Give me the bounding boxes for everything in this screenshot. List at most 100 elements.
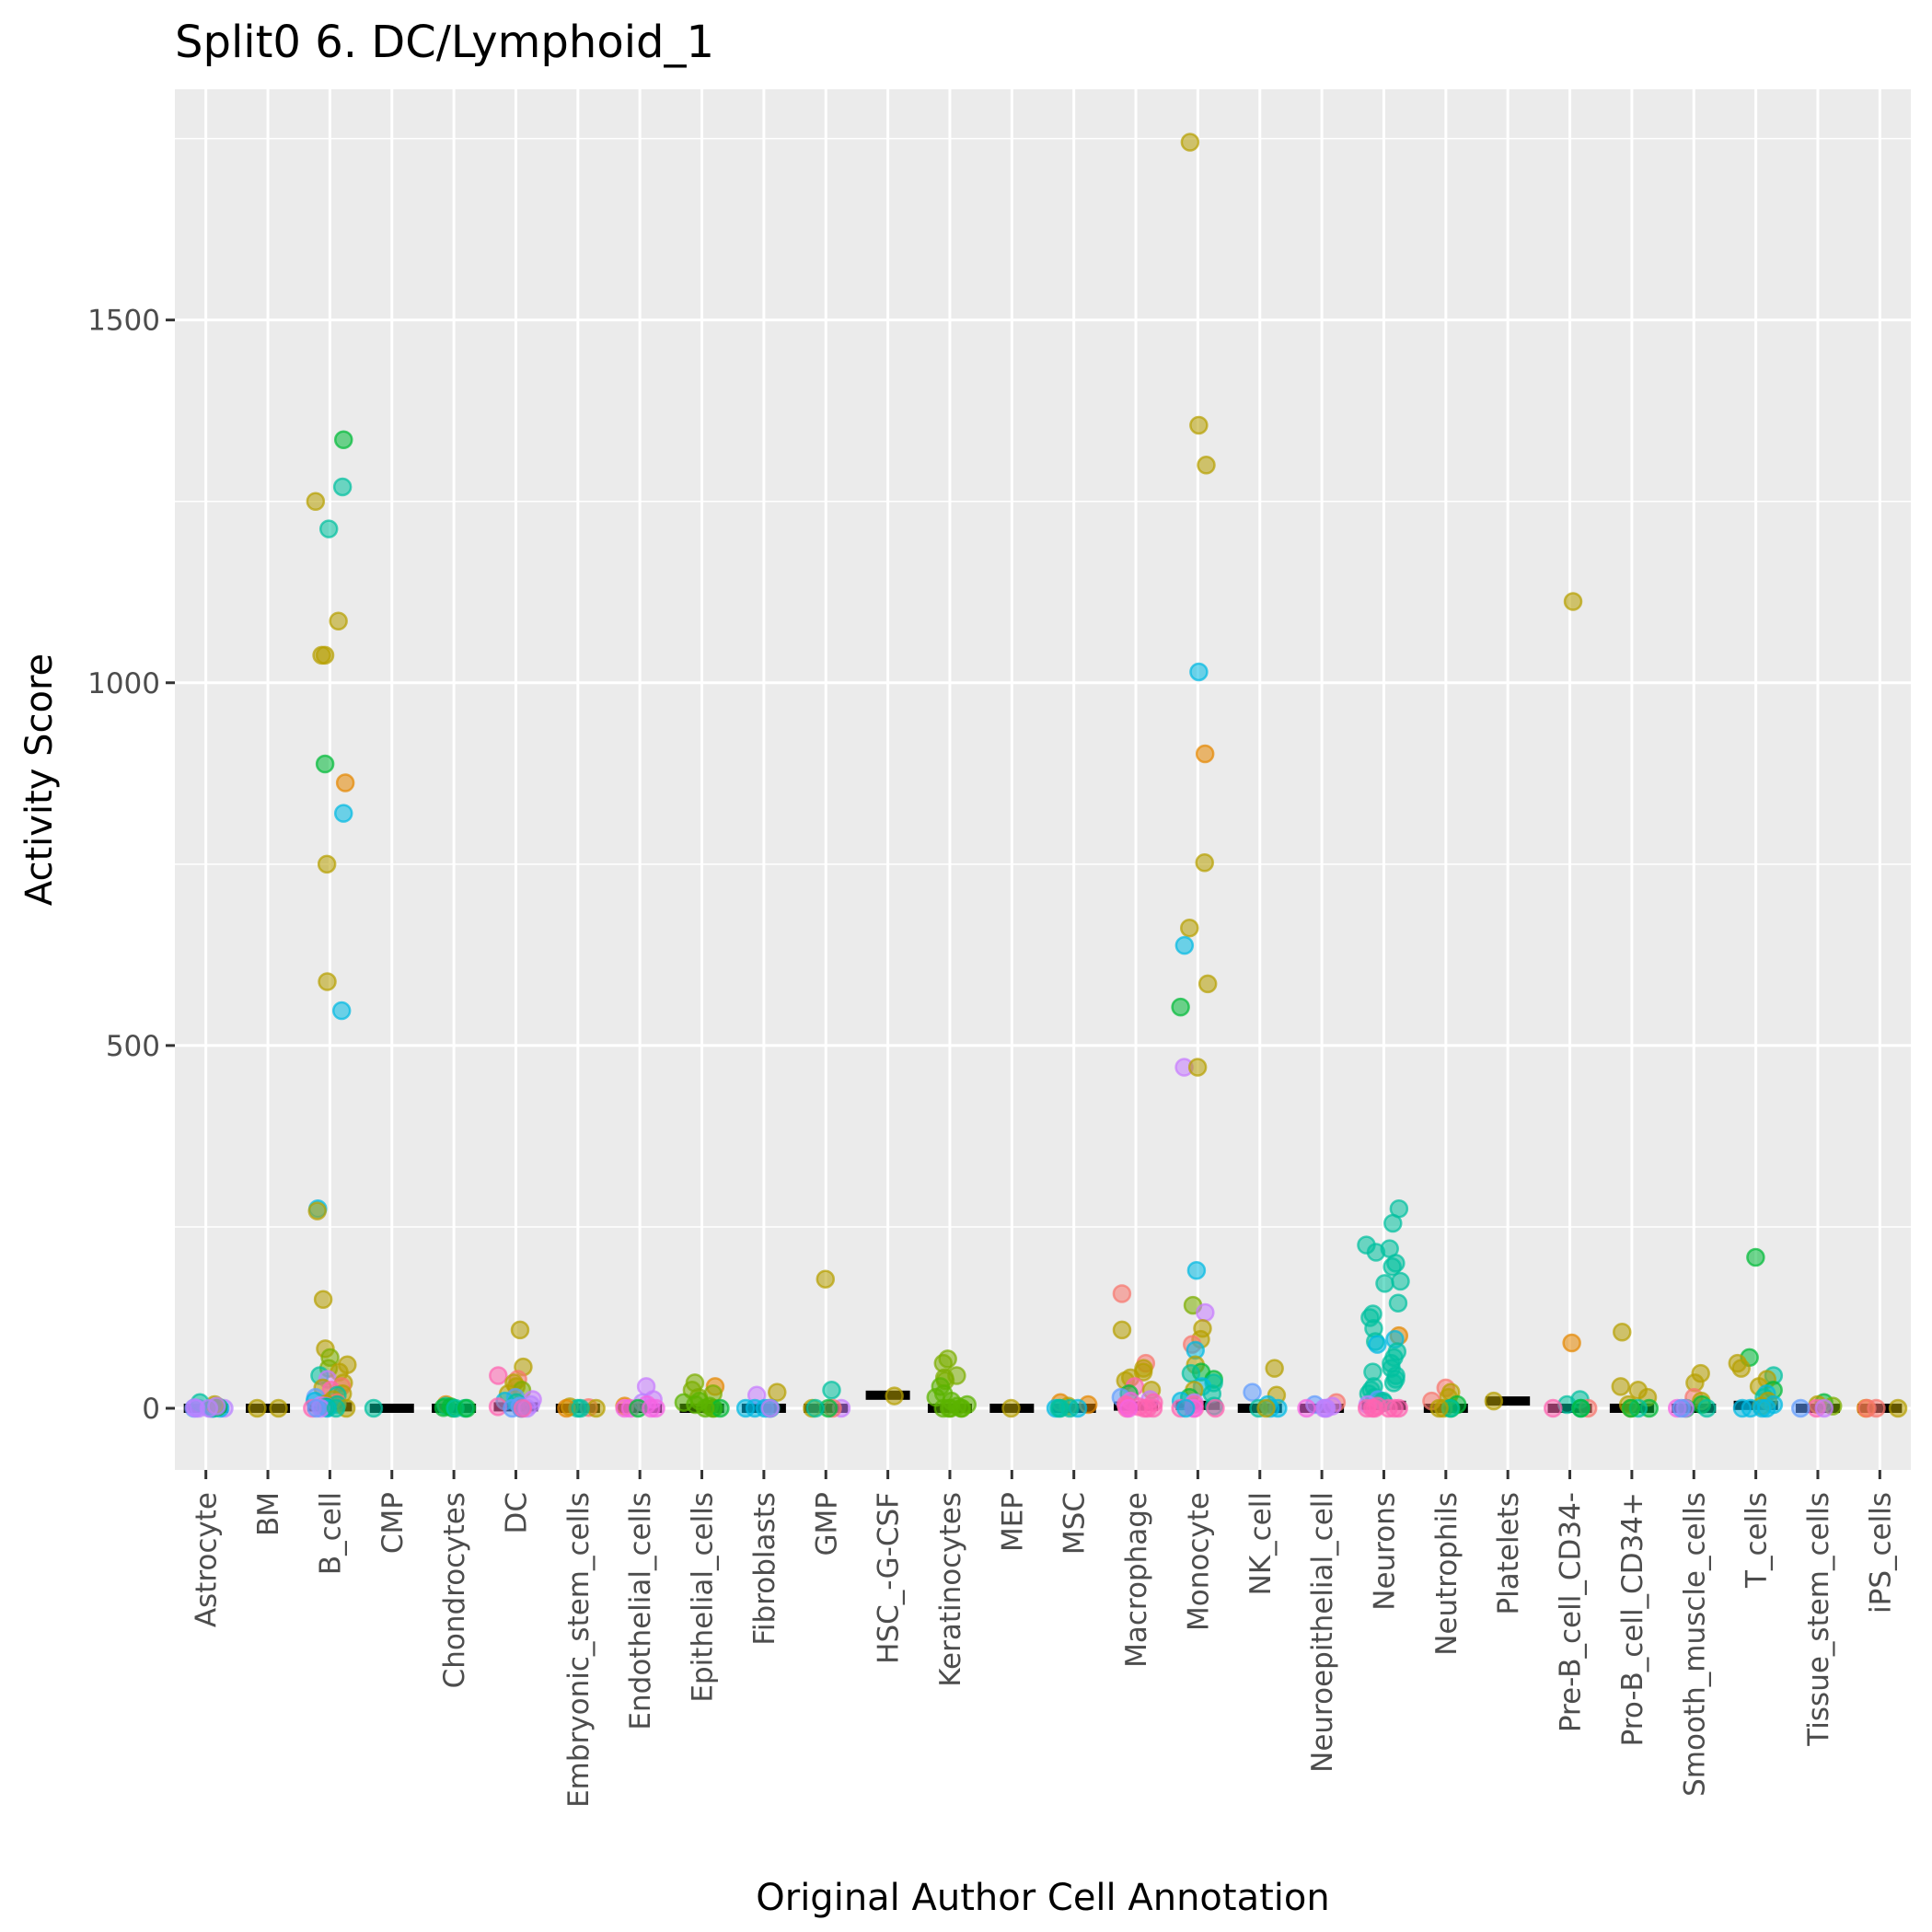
data-point <box>1197 974 1218 994</box>
data-point <box>1187 1058 1208 1077</box>
x-tick-label: B_cell <box>314 1492 347 1575</box>
median-marker <box>369 1404 414 1414</box>
data-point <box>1196 1302 1215 1323</box>
x-tick-label: CMP <box>376 1492 410 1554</box>
data-point <box>1613 1322 1632 1342</box>
x-tick-label: MSC <box>1059 1492 1092 1555</box>
data-point <box>1388 1293 1408 1313</box>
x-tick-label: BM <box>252 1492 285 1536</box>
data-point <box>269 1398 288 1418</box>
x-tick-label: Epithelial_cells <box>687 1492 720 1703</box>
x-tick-label: NK_cell <box>1244 1492 1278 1595</box>
major-gridlines <box>175 89 1911 1470</box>
data-point <box>1563 592 1583 611</box>
data-point <box>1611 1377 1631 1396</box>
data-point <box>1544 1398 1563 1418</box>
data-point <box>1731 1359 1751 1378</box>
y-tick-label: 0 <box>142 1393 160 1426</box>
data-point <box>1195 853 1214 873</box>
y-tick-label: 500 <box>106 1030 160 1063</box>
data-point <box>1243 1382 1262 1402</box>
data-point <box>822 1381 841 1400</box>
chart-title: Split0 6. DC/Lymphoid_1 <box>175 17 714 68</box>
data-point <box>1562 1333 1581 1353</box>
y-tick-label: 1000 <box>87 667 160 700</box>
data-point <box>1174 935 1195 955</box>
data-point <box>1382 1257 1402 1277</box>
x-tick-label: Neurons <box>1368 1492 1401 1611</box>
data-points <box>184 133 1908 1418</box>
data-point <box>306 492 326 511</box>
x-tick-label: Pre-B_cell_CD34- <box>1555 1492 1588 1732</box>
data-point <box>1180 918 1199 938</box>
data-point <box>1375 1274 1394 1293</box>
data-point <box>513 1398 533 1418</box>
x-tick-label: DC <box>500 1492 533 1534</box>
data-point <box>1757 1398 1776 1418</box>
data-point <box>331 1001 352 1021</box>
data-point <box>1384 1398 1404 1418</box>
data-point <box>1180 133 1200 152</box>
data-point <box>695 1398 715 1418</box>
data-point <box>332 477 353 497</box>
data-point <box>248 1398 267 1418</box>
x-tick-label: Platelets <box>1492 1492 1525 1615</box>
data-point <box>760 1398 781 1418</box>
data-point <box>1314 1398 1334 1418</box>
data-point <box>805 1398 826 1418</box>
data-point <box>1297 1398 1316 1418</box>
data-point <box>1365 1398 1384 1418</box>
data-point <box>317 854 337 874</box>
data-point <box>1867 1398 1886 1418</box>
data-point <box>1112 1320 1132 1340</box>
data-point <box>312 645 331 665</box>
data-point <box>1001 1398 1021 1418</box>
x-tick-label: GMP <box>810 1492 843 1556</box>
data-point <box>1118 1398 1139 1418</box>
data-point <box>333 804 353 823</box>
data-point <box>939 1398 959 1418</box>
data-point <box>186 1398 206 1418</box>
data-point <box>1383 1213 1403 1233</box>
data-point <box>1265 1359 1284 1378</box>
data-point <box>335 773 355 792</box>
data-point <box>1189 415 1209 435</box>
median-marker <box>246 1404 291 1414</box>
data-point <box>1741 1398 1761 1418</box>
x-tick-label: Embryonic_stem_cells <box>562 1492 596 1808</box>
median-marker <box>1486 1396 1531 1406</box>
data-point <box>318 519 339 538</box>
x-tick-label: Macrophage <box>1120 1492 1153 1668</box>
x-tick-label: Astrocyte <box>191 1492 224 1627</box>
x-tick-label: HSC_-G-CSF <box>873 1492 906 1664</box>
data-point <box>1791 1398 1811 1418</box>
x-tick-label: iPS_cells <box>1864 1492 1897 1614</box>
data-point <box>1138 1398 1158 1418</box>
y-tick-label: 1500 <box>87 305 160 338</box>
data-point <box>1697 1398 1717 1418</box>
data-point <box>510 1320 530 1340</box>
data-point <box>768 1382 787 1402</box>
x-tick-label: MEP <box>996 1492 1029 1552</box>
x-tick-label: Chondrocytes <box>438 1492 471 1688</box>
x-tick-label: Tissue_stem_cells <box>1802 1492 1835 1747</box>
data-point <box>1571 1398 1591 1418</box>
x-tick-label: T_cells <box>1741 1492 1774 1589</box>
data-point <box>1814 1398 1834 1418</box>
data-point <box>1672 1398 1691 1418</box>
data-point <box>1383 1373 1404 1393</box>
data-point <box>1195 744 1215 764</box>
data-point <box>307 1398 326 1418</box>
x-tick-label: Keratinocytes <box>934 1492 967 1687</box>
data-point <box>1050 1398 1070 1418</box>
x-tick-label: Endothelial_cells <box>624 1492 657 1730</box>
x-tick-label: Neuroepithelial_cell <box>1306 1492 1339 1773</box>
data-point <box>1189 662 1209 682</box>
data-point <box>586 1398 606 1418</box>
data-point <box>307 1201 327 1221</box>
data-point <box>1366 1243 1386 1262</box>
data-point <box>1621 1398 1641 1418</box>
data-point <box>1186 1260 1207 1280</box>
y-axis-title: Activity Score <box>18 654 61 906</box>
